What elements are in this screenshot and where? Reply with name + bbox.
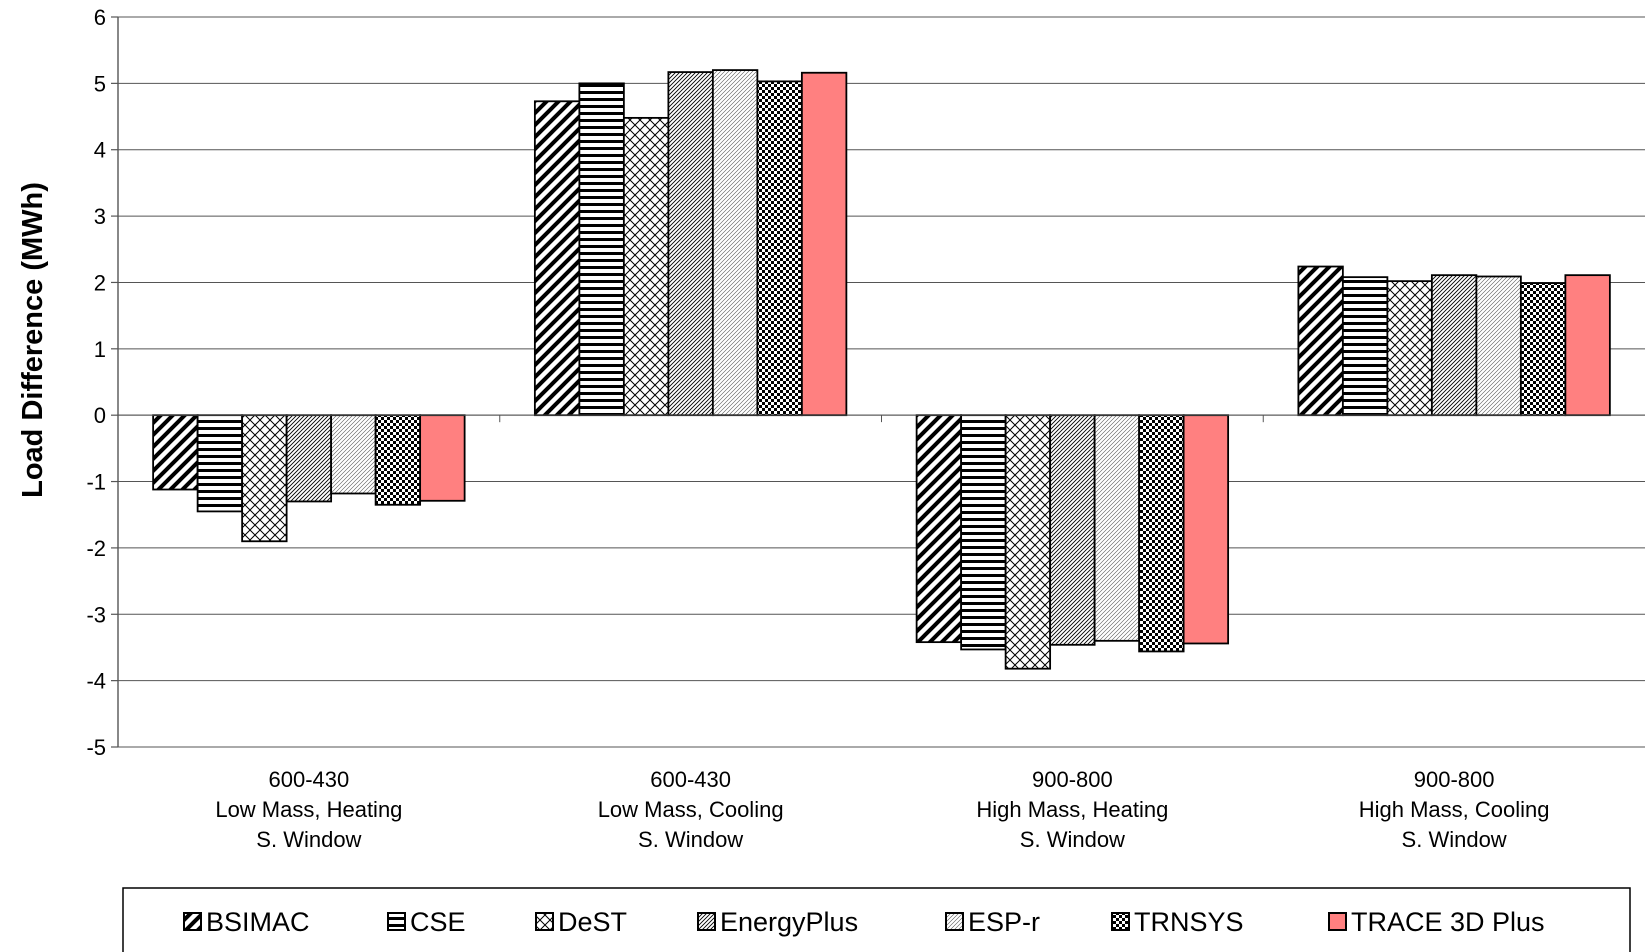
y-tick-label: 4 xyxy=(94,138,106,163)
legend-box xyxy=(122,887,1631,952)
bar-dest xyxy=(1386,280,1433,417)
y-tick-label: 0 xyxy=(94,403,106,428)
category-label: Low Mass, Cooling xyxy=(598,797,784,822)
bar-dest xyxy=(241,414,288,543)
bar-trace-3d-plus xyxy=(800,71,848,417)
y-tick-label: -1 xyxy=(86,470,106,495)
category-label: 900-800 xyxy=(1032,767,1113,792)
legend-label: CSE xyxy=(410,907,466,937)
legend-swatch xyxy=(697,912,716,931)
y-tick-label: -2 xyxy=(86,536,106,561)
y-tick-label: 3 xyxy=(94,204,106,229)
bar-dest xyxy=(622,116,670,417)
bar-esp-r xyxy=(1475,275,1522,417)
category-label: S. Window xyxy=(1402,827,1507,852)
legend-label: BSIMAC xyxy=(206,907,310,937)
bar-cse xyxy=(960,414,1007,651)
category-label: High Mass, Heating xyxy=(976,797,1168,822)
bar-energyplus xyxy=(667,71,714,417)
category-label: 600-430 xyxy=(269,767,350,792)
legend-swatch xyxy=(387,912,406,931)
y-tick-label: 1 xyxy=(94,337,106,362)
bar-cse xyxy=(196,414,244,513)
category-label: 900-800 xyxy=(1414,767,1495,792)
category-label: High Mass, Cooling xyxy=(1359,797,1550,822)
category-label: Low Mass, Heating xyxy=(215,797,402,822)
bar-trnsys xyxy=(374,414,422,506)
legend-label: TRACE 3D Plus xyxy=(1351,907,1545,937)
category-label: S. Window xyxy=(256,827,361,852)
bar-esp-r xyxy=(711,69,759,417)
bar-esp-r xyxy=(330,414,377,495)
legend-swatch xyxy=(1111,912,1130,931)
legend: BSIMAC CSE DeST EnergyPlus ESP-r TRNSYS TRACE … xyxy=(122,887,1631,952)
legend-swatch xyxy=(1328,912,1347,931)
bar-dest xyxy=(1004,414,1052,670)
legend-label: DeST xyxy=(558,907,627,937)
bars xyxy=(118,69,1645,670)
y-tick-label: 5 xyxy=(94,71,106,96)
bar-energyplus xyxy=(1049,414,1096,646)
legend-label: ESP-r xyxy=(968,907,1040,937)
bar-esp-r xyxy=(1093,414,1141,642)
bar-trace-3d-plus xyxy=(1182,414,1230,645)
bar-cse xyxy=(578,82,625,417)
category-label: S. Window xyxy=(1020,827,1125,852)
y-tick-label: -3 xyxy=(86,602,106,627)
bar-trnsys xyxy=(1519,282,1567,417)
axes xyxy=(111,16,1264,748)
y-tick-label: 6 xyxy=(94,5,106,30)
gridlines xyxy=(118,16,1645,748)
y-tick-label: -5 xyxy=(86,735,106,760)
legend-label: TRNSYS xyxy=(1134,907,1244,937)
bar-bsimac xyxy=(533,100,581,417)
y-axis-label: Load Difference (MWh) xyxy=(17,182,49,498)
bar-trace-3d-plus xyxy=(1564,274,1611,417)
legend-swatch xyxy=(945,912,964,931)
bar-trnsys xyxy=(756,80,803,417)
bar-bsimac xyxy=(152,414,199,491)
y-tick-label: -4 xyxy=(86,669,106,694)
category-labels: 600-430 Low Mass, Heating S. Window 600-430… xyxy=(215,767,1549,852)
bar-bsimac xyxy=(915,414,963,644)
category-label: 600-430 xyxy=(650,767,731,792)
legend-swatch xyxy=(535,912,554,931)
y-tick-labels: 6 5 4 3 2 1 0 -1 -2 -3 -4 -5 xyxy=(86,5,106,760)
category-label: S. Window xyxy=(638,827,743,852)
bar-cse xyxy=(1341,276,1389,417)
legend-swatch xyxy=(183,912,202,931)
bar-trnsys xyxy=(1138,414,1185,653)
bar-trace-3d-plus xyxy=(419,414,466,502)
bar-energyplus xyxy=(285,414,333,503)
bar-energyplus xyxy=(1430,274,1478,417)
bar-bsimac xyxy=(1297,265,1344,417)
legend-label: EnergyPlus xyxy=(720,907,858,937)
y-tick-label: 2 xyxy=(94,270,106,295)
